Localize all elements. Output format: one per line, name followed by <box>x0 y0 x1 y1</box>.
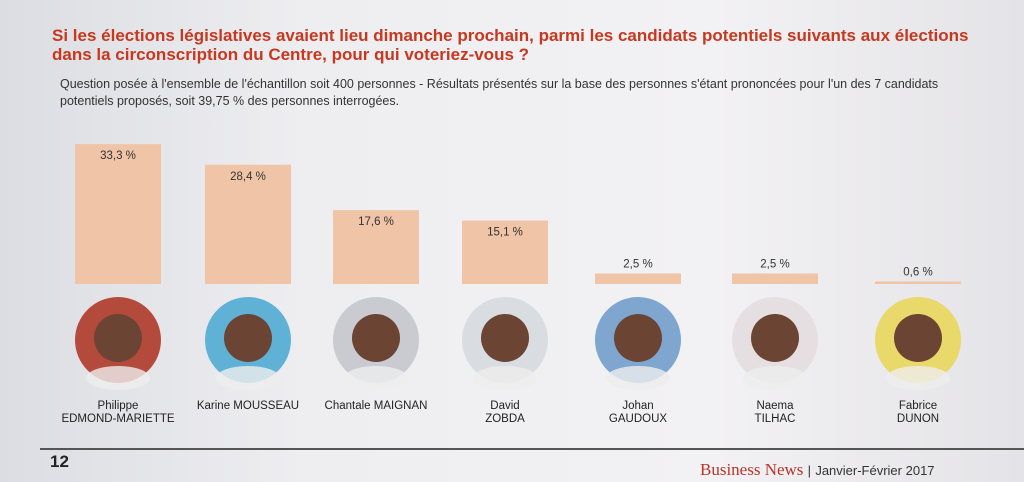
bar <box>75 144 161 284</box>
photo-face <box>751 314 799 362</box>
photo-shoulders <box>344 366 408 390</box>
bar <box>333 210 419 284</box>
value-label: 0,6 % <box>903 267 932 279</box>
value-label: 2,5 % <box>760 259 789 271</box>
value-label: 33,3 % <box>100 150 136 162</box>
value-label: 28,4 % <box>230 171 266 183</box>
candidate-name: Chantale MAIGNAN <box>324 400 428 412</box>
photo-face <box>94 314 142 362</box>
bar <box>205 164 291 284</box>
publication: Business News <box>700 460 804 479</box>
photo-face <box>224 314 272 362</box>
photo-face <box>614 314 662 362</box>
photo-shoulders <box>473 366 537 390</box>
page-number: 12 <box>50 452 69 471</box>
chart-title: Si les élections législatives avaient li… <box>52 26 969 64</box>
photo-shoulders <box>86 366 150 390</box>
bar <box>732 273 818 284</box>
photo-shoulders <box>886 366 950 390</box>
value-label: 17,6 % <box>358 216 394 228</box>
photo-face <box>894 314 942 362</box>
photo-face <box>352 314 400 362</box>
photo-shoulders <box>216 366 280 390</box>
bar <box>875 281 961 284</box>
photo-face <box>481 314 529 362</box>
value-label: 2,5 % <box>623 259 652 271</box>
candidate-name: Philippe EDMOND-MARIETTE <box>61 400 175 425</box>
value-label: 15,1 % <box>487 227 523 239</box>
candidate-name: Karine MOUSSEAU <box>196 400 300 412</box>
candidate-name: David ZOBDA <box>485 400 525 425</box>
photo-shoulders <box>606 366 670 390</box>
chart-subtitle: Question posée à l'ensemble de l'échanti… <box>60 77 939 108</box>
footer: Business News | Janvier-Février 2017 <box>700 460 935 479</box>
footer-rule <box>40 448 1024 450</box>
bar <box>595 273 681 284</box>
candidate-name: Johan GAUDOUX <box>608 400 668 425</box>
issue-date: Janvier-Février 2017 <box>815 463 935 478</box>
candidate-name: Naema TILHAC <box>754 400 796 425</box>
photo-shoulders <box>743 366 807 390</box>
bar <box>462 220 548 284</box>
candidate-name: Fabrice DUNON <box>896 400 940 425</box>
